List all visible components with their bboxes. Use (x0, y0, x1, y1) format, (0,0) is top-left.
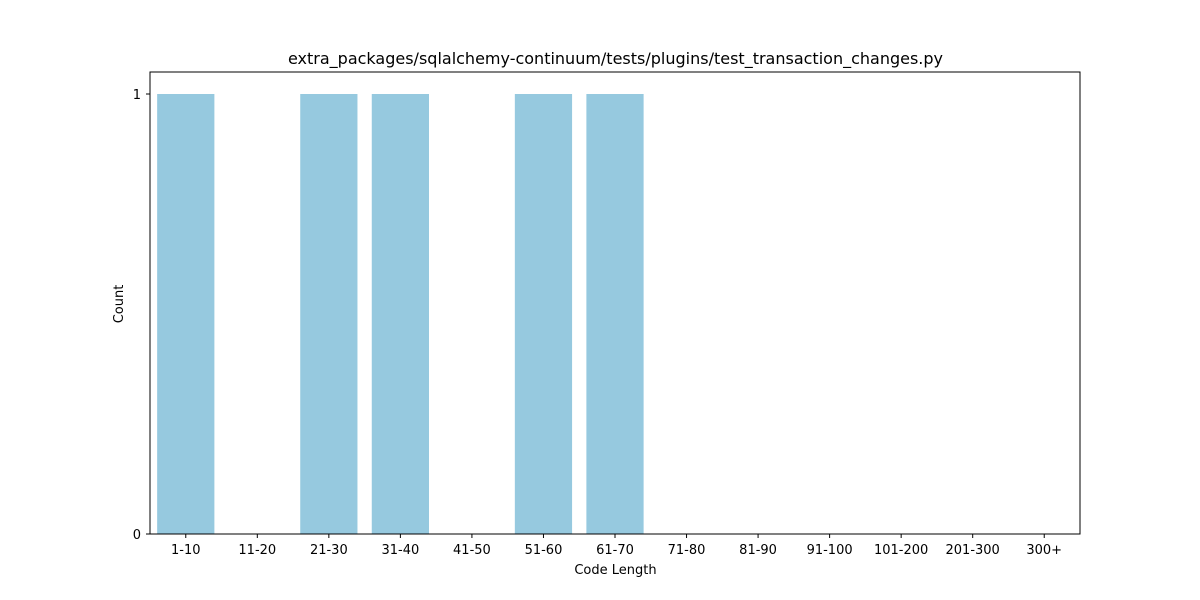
x-tick-label: 101-200 (874, 543, 928, 558)
x-tick-label: 81-90 (739, 543, 777, 558)
bars-group (157, 94, 644, 534)
x-tick-label: 201-300 (946, 543, 1000, 558)
y-tick-label: 0 (133, 528, 141, 543)
bar-21-30 (300, 94, 358, 534)
x-tick-label: 51-60 (525, 543, 563, 558)
bar-51-60 (514, 94, 573, 534)
y-axis-ticks: 01 (133, 88, 150, 543)
chart-title: extra_packages/sqlalchemy-continuum/test… (288, 49, 943, 69)
bar-1-10 (157, 94, 215, 534)
x-tick-label: 1-10 (171, 543, 201, 558)
x-axis-ticks: 1-10 11-20 21-30 31-40 41-50 51-60 61-70 71-80 8… (171, 534, 1062, 558)
x-tick-label: 71-80 (668, 543, 706, 558)
x-tick-label: 91-100 (807, 543, 853, 558)
x-tick-label: 41-50 (453, 543, 491, 558)
x-tick-label: 21-30 (310, 543, 348, 558)
x-tick-label: 300+ (1026, 543, 1062, 558)
x-tick-label: 31-40 (381, 543, 419, 558)
y-tick-label: 1 (133, 88, 141, 103)
x-tick-label: 61-70 (596, 543, 634, 558)
x-axis-label: Code Length (574, 563, 656, 578)
bar-61-70 (586, 94, 644, 534)
y-axis-label: Count (112, 285, 127, 324)
bar-31-40 (371, 94, 429, 534)
x-tick-label: 11-20 (238, 543, 276, 558)
